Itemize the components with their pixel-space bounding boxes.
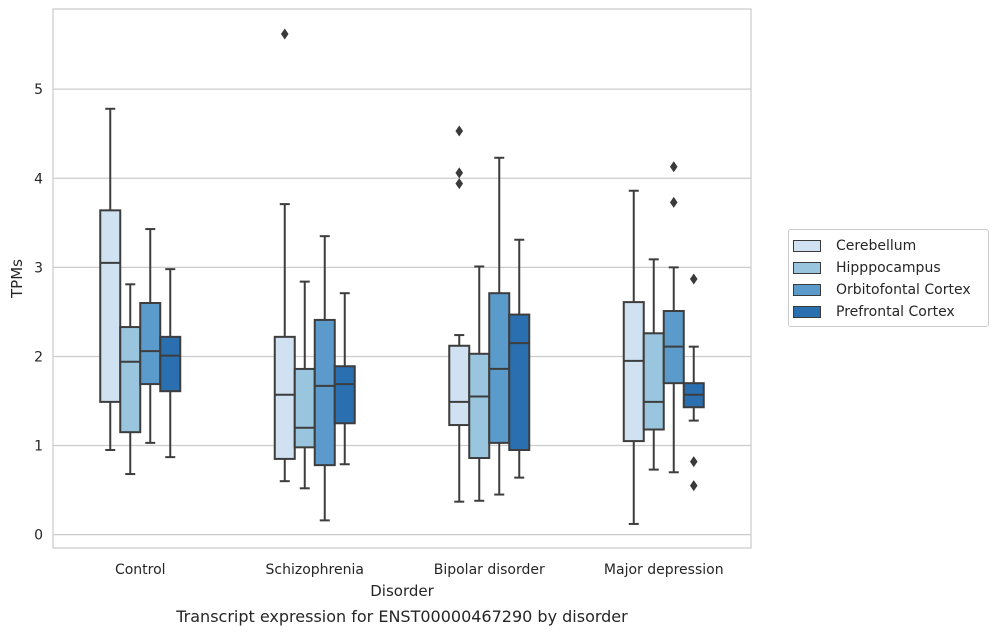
box-iqr <box>335 366 355 423</box>
y-axis-label: TPMs <box>8 259 26 299</box>
y-tick-label: 4 <box>34 171 43 187</box>
legend-swatch-prefrontal-cortex <box>793 306 821 318</box>
legend-label-cerebellum: Cerebellum <box>836 238 916 254</box>
box-iqr <box>469 354 489 458</box>
legend-swatch-cerebellum <box>793 240 821 252</box>
box-iqr <box>315 320 335 465</box>
x-axis-label: Disorder <box>370 582 434 600</box>
legend-label-hippocampus: Hipppocampus <box>836 260 941 276</box>
y-tick-label: 0 <box>34 528 43 544</box>
x-tick-label: Schizophrenia <box>266 562 364 578</box>
box-iqr <box>644 333 664 429</box>
box-iqr <box>295 369 315 447</box>
legend: Cerebellum Hipppocampus Orbitofontal Cor… <box>788 229 989 327</box>
legend-item-cerebellum: Cerebellum <box>793 236 916 256</box>
y-tick-label: 1 <box>34 439 43 455</box>
y-tick-label: 5 <box>34 82 43 98</box>
legend-swatch-orbitofrontal-cortex <box>793 284 821 296</box>
legend-item-prefrontal-cortex: Prefrontal Cortex <box>793 302 955 322</box>
box-iqr <box>100 210 120 402</box>
box-iqr <box>140 303 160 384</box>
legend-swatch-hippocampus <box>793 262 821 274</box>
legend-item-hippocampus: Hipppocampus <box>793 258 941 278</box>
x-tick-label: Control <box>115 562 166 578</box>
y-tick-label: 3 <box>34 260 43 276</box>
x-tick-label: Bipolar disorder <box>434 562 545 578</box>
box-iqr <box>120 327 140 432</box>
y-axis-ticks: 0 1 2 3 4 5 <box>34 82 43 543</box>
x-tick-label: Major depression <box>604 562 724 578</box>
plot-area <box>53 9 751 548</box>
box-iqr <box>509 315 529 450</box>
box-plot-chart: 0 1 2 3 4 5 Control Schizophrenia Bipolar disor… <box>0 0 999 634</box>
chart-caption: Transcript expression for ENST0000046729… <box>175 607 628 626</box>
box-iqr <box>160 337 180 391</box>
y-tick-label: 2 <box>34 349 43 365</box>
legend-label-prefrontal-cortex: Prefrontal Cortex <box>836 304 955 320</box>
legend-label-orbitofrontal-cortex: Orbitofontal Cortex <box>836 282 971 298</box>
legend-item-orbitofrontal-cortex: Orbitofontal Cortex <box>793 280 971 300</box>
box-iqr <box>275 337 295 459</box>
box-iqr <box>624 302 644 441</box>
box-iqr <box>449 346 469 425</box>
x-axis-ticks: Control Schizophrenia Bipolar disorder Majo… <box>115 562 724 578</box>
